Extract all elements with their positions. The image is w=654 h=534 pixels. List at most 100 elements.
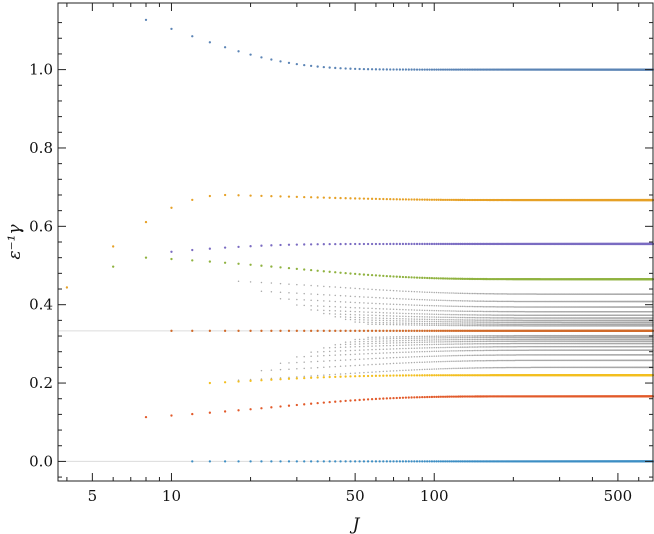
band-point [482, 367, 485, 369]
band-point [463, 314, 465, 316]
band-point [433, 368, 435, 370]
band-point [487, 306, 489, 308]
band-point [498, 317, 500, 319]
band-point [392, 322, 395, 324]
band-point [478, 323, 480, 325]
band-point [375, 352, 377, 355]
band-point [375, 371, 377, 373]
band-point [386, 321, 388, 324]
band-point [378, 297, 381, 299]
band-point [402, 320, 404, 322]
band-point [363, 302, 365, 304]
band-point [498, 314, 500, 316]
band-point [392, 344, 395, 347]
band-point [416, 304, 418, 306]
band-point [481, 292, 483, 295]
band-point [482, 310, 485, 313]
band-point [492, 293, 495, 295]
band-point [500, 300, 503, 303]
band-point [507, 293, 510, 295]
band-point [485, 323, 488, 325]
band-point [437, 324, 440, 327]
band-point [399, 322, 401, 324]
band-point [484, 319, 486, 321]
band-point [416, 313, 418, 315]
band-point [501, 306, 504, 308]
band-point [428, 322, 431, 325]
band-point [431, 343, 433, 346]
band-point [458, 292, 460, 294]
band-point [452, 343, 454, 345]
band-point [396, 303, 398, 306]
band-point [495, 325, 497, 327]
band-point [504, 293, 506, 295]
band-point [392, 351, 395, 354]
band-point [482, 359, 485, 362]
band-point [375, 321, 377, 324]
band-point [310, 367, 312, 369]
band-point [386, 357, 388, 359]
band-point [463, 346, 465, 348]
band-point [471, 360, 474, 362]
band-point [522, 293, 524, 295]
band-point [442, 292, 444, 294]
band-point [446, 292, 448, 294]
band-point [461, 310, 464, 312]
band-point [481, 324, 483, 327]
band-point [444, 318, 446, 321]
band-point [288, 298, 290, 300]
band-point [499, 325, 501, 327]
band-point [410, 320, 413, 322]
band-point [382, 357, 385, 359]
band-point [402, 303, 404, 306]
band-point [363, 371, 365, 374]
band-point [303, 375, 305, 378]
band-point [494, 306, 496, 308]
band-point [478, 292, 480, 295]
band-point [461, 292, 464, 295]
band-point [468, 305, 471, 308]
band-point [418, 368, 421, 371]
band-point [423, 299, 426, 301]
band-point [354, 301, 356, 304]
band-point [482, 292, 485, 295]
band-point [482, 319, 485, 321]
band-point [506, 306, 509, 308]
band-point [475, 310, 477, 313]
band-point [448, 313, 450, 316]
band-point [468, 354, 471, 357]
band-point [459, 305, 462, 308]
band-point [496, 354, 499, 356]
band-point [402, 298, 404, 300]
band-point [399, 323, 401, 326]
band-point [482, 342, 485, 345]
band-point [416, 318, 418, 320]
band-point [492, 359, 495, 362]
band-point [363, 364, 365, 366]
band-point [487, 317, 489, 319]
band-point [450, 313, 452, 316]
band-point [399, 290, 401, 292]
band-point [435, 309, 438, 312]
band-point [475, 300, 477, 302]
band-point [437, 291, 440, 294]
band-point [363, 349, 365, 351]
band-point [466, 349, 469, 352]
band-point [520, 300, 522, 303]
band-point [488, 324, 491, 327]
band-point [465, 321, 467, 323]
band-point [431, 346, 433, 349]
band-point [465, 346, 467, 348]
band-point [499, 310, 501, 313]
band-point [489, 306, 492, 308]
band-point [410, 315, 413, 318]
band-point [491, 323, 493, 325]
band-point [498, 306, 500, 308]
band-point [476, 314, 479, 316]
band-point [522, 306, 524, 308]
band-point [461, 314, 464, 316]
band-point [485, 317, 488, 319]
band-point [410, 304, 413, 306]
band-point [354, 310, 356, 313]
band-point [428, 318, 431, 321]
